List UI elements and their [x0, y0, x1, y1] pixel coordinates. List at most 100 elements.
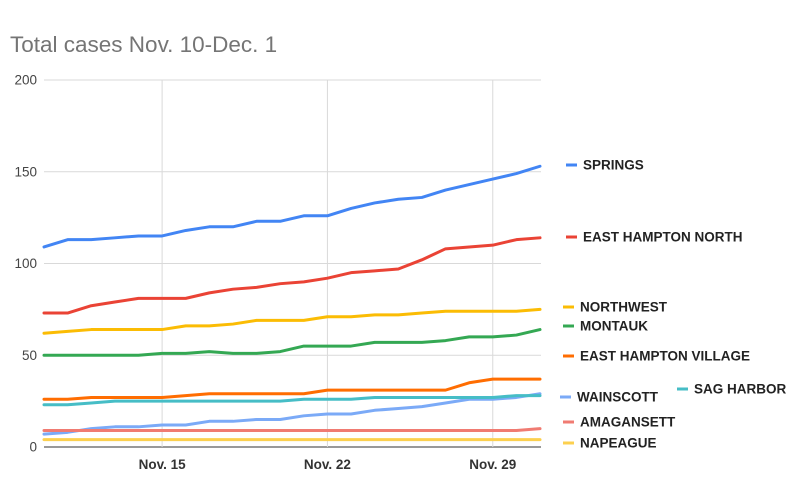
- data-point-east-hampton-north: [514, 238, 518, 242]
- data-point-montauk: [349, 344, 353, 348]
- data-point-montauk: [538, 328, 542, 332]
- data-point-amagansett: [42, 428, 46, 432]
- data-point-montauk: [491, 335, 495, 339]
- data-point-springs: [113, 236, 117, 240]
- legend-item-east-hampton-north: EAST HAMPTON NORTH: [566, 230, 743, 245]
- data-point-east-hampton-north: [160, 296, 164, 300]
- data-point-sag-harbor: [349, 397, 353, 401]
- legend-label-sag-harbor: SAG HARBOR: [694, 382, 787, 397]
- data-point-sag-harbor: [66, 403, 70, 407]
- data-point-montauk: [302, 344, 306, 348]
- legend-label-montauk: MONTAUK: [580, 319, 648, 334]
- legend-item-wainscott: WAINSCOTT: [560, 390, 659, 405]
- data-point-wainscott: [396, 406, 400, 410]
- data-point-east-hampton-north: [207, 291, 211, 295]
- legend-item-montauk: MONTAUK: [563, 319, 648, 334]
- data-point-sag-harbor: [184, 399, 188, 403]
- data-point-east-hampton-north: [444, 247, 448, 251]
- data-point-east-hampton-north: [396, 267, 400, 271]
- data-point-sag-harbor: [373, 395, 377, 399]
- data-point-east-hampton-village: [467, 381, 471, 385]
- data-point-montauk: [184, 351, 188, 355]
- data-point-napeague: [231, 438, 235, 442]
- legend: SPRINGS EAST HAMPTON NORTH NORTHWEST MONTAU…: [560, 158, 787, 451]
- data-point-amagansett: [66, 428, 70, 432]
- data-point-sag-harbor: [514, 394, 518, 398]
- series-line-sag-harbor: [42, 394, 542, 407]
- data-point-sag-harbor: [160, 399, 164, 403]
- data-point-springs: [325, 214, 329, 218]
- data-point-sag-harbor: [538, 394, 542, 398]
- data-point-napeague: [207, 438, 211, 442]
- data-point-sag-harbor: [467, 395, 471, 399]
- data-point-sag-harbor: [207, 399, 211, 403]
- chart-title: Total cases Nov. 10-Dec. 1: [10, 32, 277, 57]
- data-point-amagansett: [302, 428, 306, 432]
- series-line-east-hampton-north: [42, 236, 542, 315]
- data-point-amagansett: [538, 427, 542, 431]
- data-point-sag-harbor: [136, 399, 140, 403]
- data-point-montauk: [42, 353, 46, 357]
- data-point-wainscott: [349, 412, 353, 416]
- data-point-east-hampton-village: [538, 377, 542, 381]
- data-point-east-hampton-village: [325, 388, 329, 392]
- data-point-springs: [538, 164, 542, 168]
- data-point-wainscott: [325, 412, 329, 416]
- y-tick-label: 150: [14, 164, 37, 179]
- data-point-northwest: [207, 324, 211, 328]
- data-point-napeague: [325, 438, 329, 442]
- data-point-northwest: [89, 328, 93, 332]
- series-lines: [42, 164, 542, 442]
- data-point-east-hampton-north: [538, 236, 542, 240]
- data-point-east-hampton-north: [89, 304, 93, 308]
- data-point-montauk: [420, 340, 424, 344]
- data-point-wainscott: [278, 417, 282, 421]
- x-tick-label: Nov. 15: [139, 457, 187, 472]
- data-point-napeague: [302, 438, 306, 442]
- data-point-northwest: [42, 331, 46, 335]
- data-point-east-hampton-north: [349, 271, 353, 275]
- series-line-east-hampton-village: [42, 377, 542, 401]
- data-point-springs: [255, 219, 259, 223]
- data-point-springs: [514, 172, 518, 176]
- data-point-napeague: [255, 438, 259, 442]
- data-point-northwest: [302, 318, 306, 322]
- data-point-springs: [396, 197, 400, 201]
- data-point-east-hampton-north: [255, 285, 259, 289]
- data-point-napeague: [491, 438, 495, 442]
- data-point-springs: [42, 245, 46, 249]
- data-point-wainscott: [113, 425, 117, 429]
- data-points-montauk: [42, 328, 542, 358]
- data-point-northwest: [373, 313, 377, 317]
- data-point-amagansett: [514, 428, 518, 432]
- data-point-northwest: [491, 309, 495, 313]
- data-point-springs: [231, 225, 235, 229]
- data-point-east-hampton-north: [231, 287, 235, 291]
- data-point-springs: [66, 238, 70, 242]
- data-point-springs: [207, 225, 211, 229]
- series-line-springs: [42, 164, 542, 249]
- data-point-east-hampton-village: [207, 392, 211, 396]
- axes: 0 50 100 150 200 Nov. 15 Nov. 22 Nov. 29: [14, 73, 516, 473]
- data-point-montauk: [66, 353, 70, 357]
- data-point-amagansett: [231, 428, 235, 432]
- data-point-sag-harbor: [396, 395, 400, 399]
- y-tick-label: 50: [22, 348, 37, 363]
- data-point-napeague: [538, 438, 542, 442]
- data-point-amagansett: [89, 428, 93, 432]
- y-tick-label: 100: [14, 256, 37, 271]
- data-point-montauk: [396, 340, 400, 344]
- data-point-east-hampton-village: [514, 377, 518, 381]
- data-point-amagansett: [207, 428, 211, 432]
- data-point-sag-harbor: [278, 399, 282, 403]
- data-point-montauk: [89, 353, 93, 357]
- data-point-wainscott: [373, 408, 377, 412]
- data-point-springs: [467, 183, 471, 187]
- data-point-northwest: [538, 307, 542, 311]
- legend-label-amagansett: AMAGANSETT: [580, 415, 676, 430]
- data-point-sag-harbor: [231, 399, 235, 403]
- data-point-east-hampton-village: [66, 397, 70, 401]
- data-point-amagansett: [278, 428, 282, 432]
- data-point-napeague: [514, 438, 518, 442]
